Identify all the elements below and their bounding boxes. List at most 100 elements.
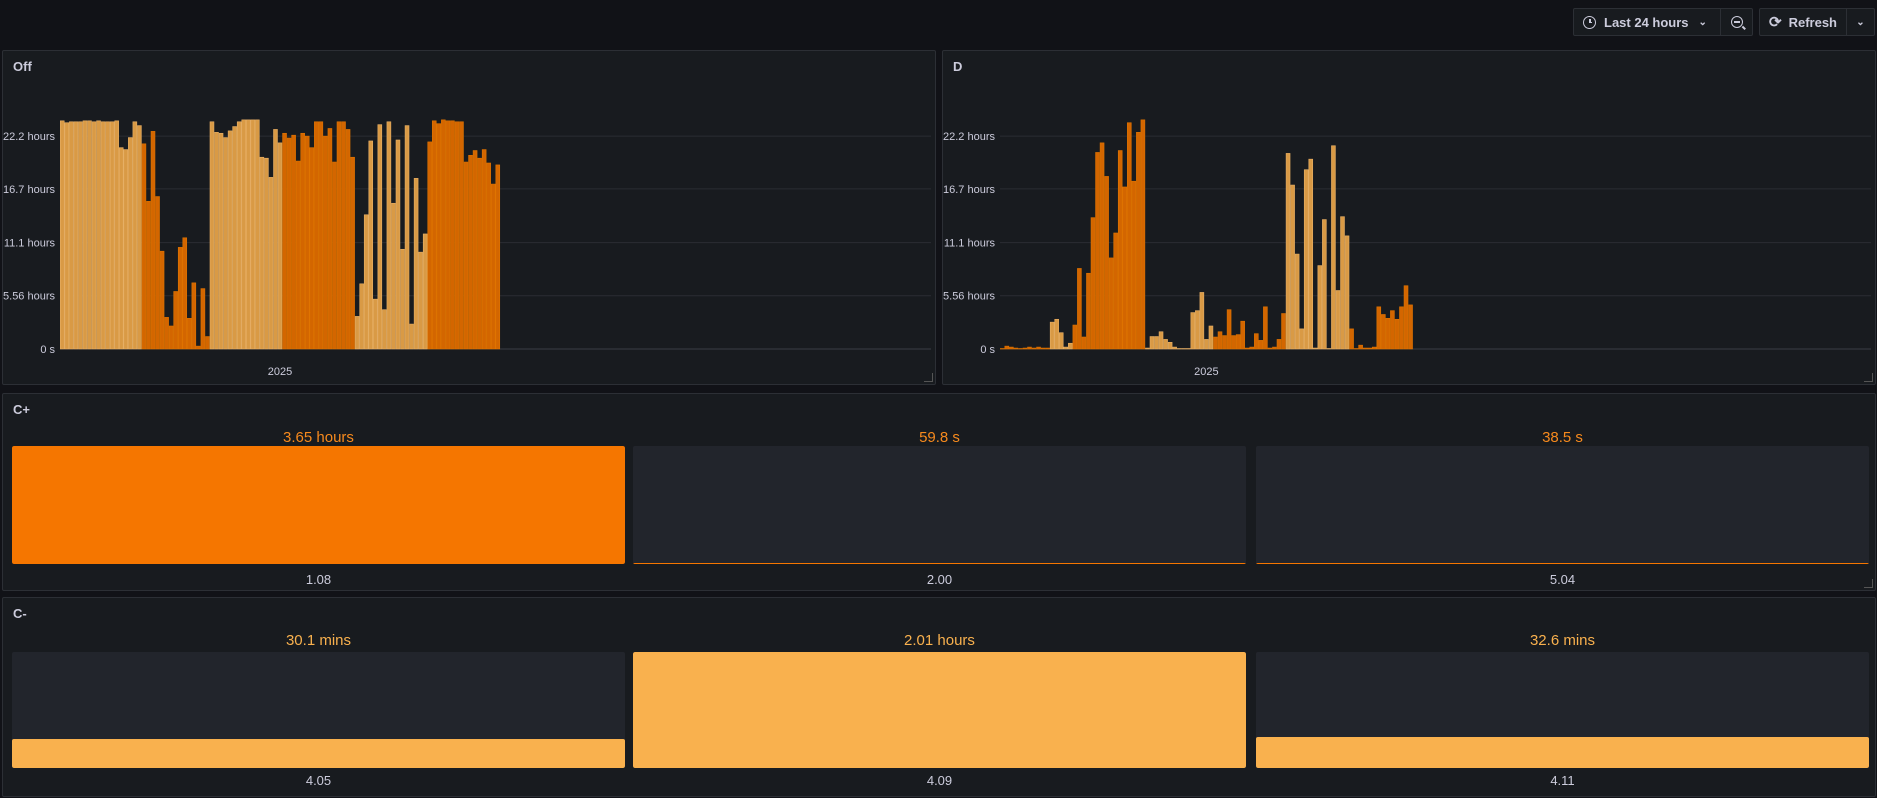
bar-dark xyxy=(1131,180,1137,350)
resize-handle[interactable] xyxy=(1864,579,1873,588)
bar-light xyxy=(59,120,65,350)
gauge-fill xyxy=(1256,736,1869,768)
bar-light xyxy=(1190,312,1196,350)
bar-dark xyxy=(1226,309,1232,350)
bar-light xyxy=(395,139,401,350)
bar-light xyxy=(1313,347,1318,350)
bar-dark xyxy=(441,119,446,350)
bar-dark xyxy=(1231,335,1236,350)
bar-light xyxy=(128,137,133,350)
refresh-interval-dropdown[interactable]: ⌄ xyxy=(1846,8,1875,36)
bar-light xyxy=(1294,253,1300,350)
bar-dark xyxy=(1353,348,1359,350)
zoom-out-button[interactable] xyxy=(1720,8,1753,36)
bar-light xyxy=(1285,153,1291,350)
bar-dark xyxy=(1394,318,1400,350)
bar-light xyxy=(1199,292,1205,350)
bar-dark xyxy=(1213,336,1218,350)
gauge-fill xyxy=(12,739,625,768)
bar-dark xyxy=(1099,142,1105,350)
resize-handle[interactable] xyxy=(924,373,933,382)
bar-light xyxy=(1303,169,1309,350)
bar-dark xyxy=(1408,304,1413,350)
chevron-down-icon: ⌄ xyxy=(1698,16,1707,28)
bar-gauge: 3.65 hours 1.08 xyxy=(12,394,625,594)
refresh-label: Refresh xyxy=(1788,14,1837,30)
bar-light xyxy=(78,121,83,350)
y-tick-label: 22.2 hours xyxy=(3,131,55,143)
bar-light xyxy=(373,298,378,350)
bar-light xyxy=(87,120,92,350)
bar-dark xyxy=(436,123,442,350)
bar-dark xyxy=(282,132,287,350)
bar-dark xyxy=(196,345,201,350)
off-bar-chart: 0 s 5.56 hours 11.1 hours 16.7 hours 22.2 ho… xyxy=(3,119,931,378)
gauge-label: 4.05 xyxy=(305,773,332,788)
bar-dark xyxy=(454,121,460,350)
bar-gauge: 30.1 mins 4.05 xyxy=(12,598,625,798)
bar-dark xyxy=(295,160,301,350)
bar-light xyxy=(236,121,242,350)
gauge-value: 2.01 hours xyxy=(904,632,975,649)
panel-c-minus: C- 30.1 mins 4.05 2.01 hours 4.09 32.6 min… xyxy=(2,597,1876,797)
panel-title: Off xyxy=(13,59,32,74)
bar-dark xyxy=(999,348,1005,350)
bar-light xyxy=(400,248,405,350)
bar-dark xyxy=(1031,347,1037,350)
bar-light xyxy=(1145,347,1150,350)
bar-light xyxy=(232,126,237,350)
bar-dark xyxy=(445,120,451,350)
bar-light xyxy=(223,137,228,350)
bar-dark xyxy=(1222,335,1227,350)
bar-light xyxy=(123,149,129,350)
gauge-label: 5.04 xyxy=(1549,572,1576,587)
bar-dark xyxy=(1235,334,1241,350)
bar-light xyxy=(1208,325,1214,350)
bar-light xyxy=(359,283,364,350)
bar-dark xyxy=(205,336,210,350)
bar-dark xyxy=(1022,347,1028,350)
bar-light xyxy=(413,178,419,350)
gauge-value: 32.6 mins xyxy=(1529,632,1596,649)
bar-light xyxy=(109,121,115,350)
bar-light xyxy=(1317,265,1323,350)
panel-title: C- xyxy=(13,606,27,621)
bar-dark xyxy=(1367,347,1372,350)
bar-light xyxy=(250,119,256,350)
bar-dark xyxy=(168,325,174,350)
bar-dark xyxy=(146,201,151,350)
bar-light xyxy=(1308,158,1314,350)
gauge-value: 38.5 s xyxy=(1542,429,1583,446)
bar-dark xyxy=(427,141,432,350)
gauge-fill xyxy=(633,652,1246,768)
y-tick-label: 5.56 hours xyxy=(3,291,55,303)
bar-light xyxy=(354,316,360,350)
panel-c-plus: C+ 3.65 hours 1.08 59.8 s 2.00 38.5 s 5.04 xyxy=(2,393,1876,591)
bar-dark xyxy=(1376,306,1382,350)
x-axis-label: 2025 xyxy=(1194,366,1218,378)
bar-light xyxy=(91,121,97,350)
bar-dark xyxy=(495,164,501,350)
time-range-picker[interactable]: Last 24 hours ⌄ xyxy=(1573,8,1721,36)
bar-light xyxy=(363,214,369,350)
bar-dark xyxy=(318,121,324,350)
bar-dark xyxy=(1013,347,1019,350)
refresh-button[interactable]: ⟳ Refresh xyxy=(1759,8,1847,36)
gauge-track xyxy=(1256,446,1869,564)
bar-light xyxy=(1299,328,1304,350)
bar-dark xyxy=(1381,314,1386,350)
bar-dark xyxy=(155,196,160,350)
bar-light xyxy=(105,121,110,350)
bar-dark xyxy=(1244,347,1250,350)
bar-dark xyxy=(1036,346,1041,350)
bar-light xyxy=(1063,346,1069,350)
x-axis-label: 2025 xyxy=(268,366,292,378)
bar-dark xyxy=(336,121,342,350)
bar-dark xyxy=(481,149,487,350)
bar-dark xyxy=(286,137,292,350)
bar-light xyxy=(377,124,383,350)
resize-handle[interactable] xyxy=(1864,373,1873,382)
bar-dark xyxy=(459,121,464,350)
bar-dark xyxy=(164,317,169,350)
y-tick-label: 22.2 hours xyxy=(943,131,995,143)
